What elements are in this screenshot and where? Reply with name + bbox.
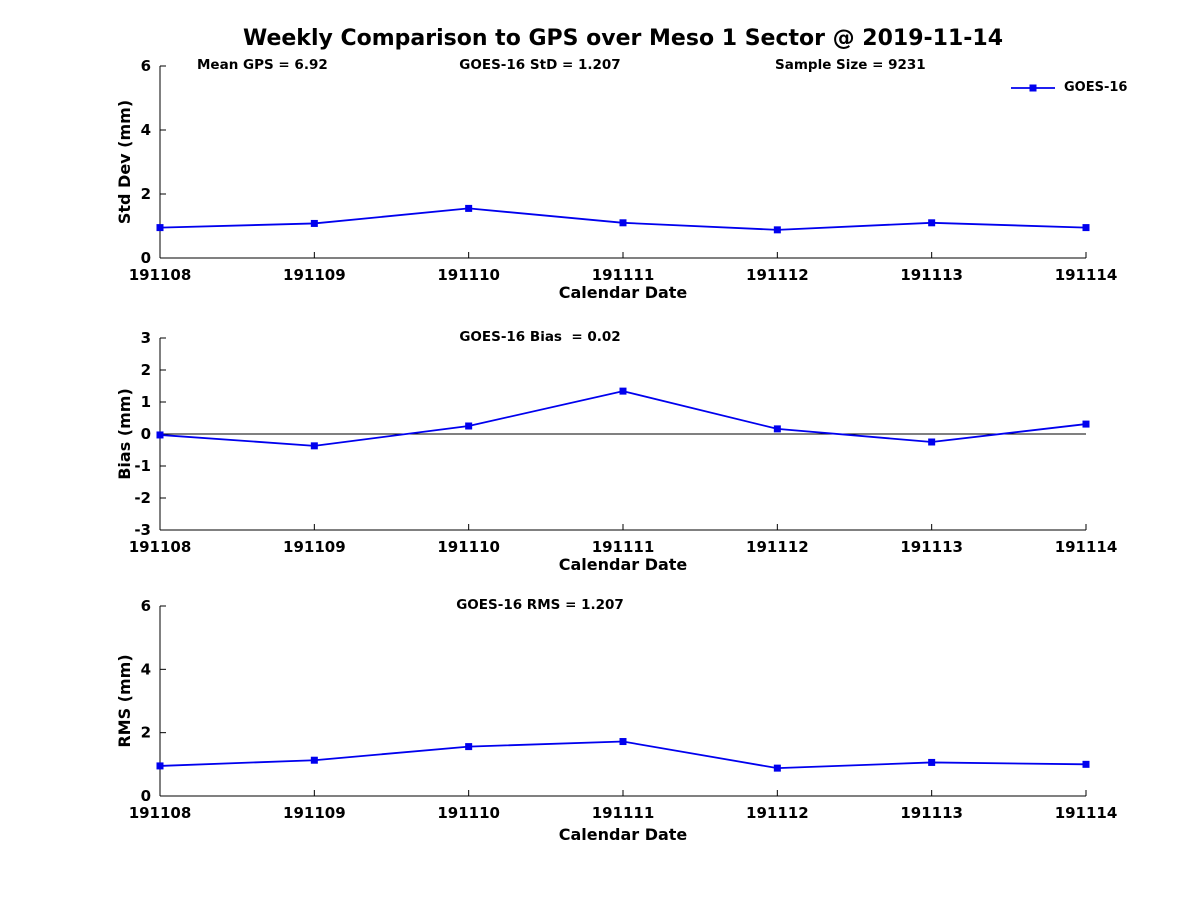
svg-text:191113: 191113 xyxy=(900,804,963,822)
svg-text:191109: 191109 xyxy=(283,538,346,556)
stat-goes16-std: GOES-16 StD = 1.207 xyxy=(459,57,621,73)
svg-text:3: 3 xyxy=(141,329,151,347)
svg-text:0: 0 xyxy=(141,425,151,443)
svg-text:191111: 191111 xyxy=(592,804,655,822)
stddev-x-axis-label: Calendar Date xyxy=(558,283,688,302)
subplot-1: 191108 191109 191110 191111 191112 191113 1911… xyxy=(129,329,1118,556)
svg-text:191110: 191110 xyxy=(437,266,500,284)
stat-goes16-bias: GOES-16 Bias = 0.02 xyxy=(459,329,621,345)
svg-text:-3: -3 xyxy=(134,521,151,539)
svg-text:191113: 191113 xyxy=(900,538,963,556)
subplot-0: 191108 191109 191110 191111 191112 191113 1911… xyxy=(129,57,1118,284)
svg-text:191114: 191114 xyxy=(1055,266,1118,284)
svg-text:191114: 191114 xyxy=(1055,538,1118,556)
stat-goes16-rms: GOES-16 RMS = 1.207 xyxy=(456,597,624,613)
svg-text:2: 2 xyxy=(141,724,151,742)
svg-text:191110: 191110 xyxy=(437,538,500,556)
stat-mean-gps: Mean GPS = 6.92 xyxy=(197,57,328,73)
bias-y-axis-label: Bias (mm) xyxy=(115,388,134,480)
svg-text:191109: 191109 xyxy=(283,804,346,822)
legend-line-sample xyxy=(1011,84,1055,91)
svg-text:6: 6 xyxy=(141,597,151,615)
svg-text:4: 4 xyxy=(141,121,151,139)
subplot-2: 191108 191109 191110 191111 191112 191113 1911… xyxy=(129,597,1118,822)
rms-x-axis-label: Calendar Date xyxy=(558,825,688,844)
svg-text:2: 2 xyxy=(141,185,151,203)
legend-label: GOES-16 xyxy=(1064,80,1128,95)
svg-text:191112: 191112 xyxy=(746,266,809,284)
svg-text:191108: 191108 xyxy=(129,266,192,284)
svg-text:191109: 191109 xyxy=(283,266,346,284)
svg-text:191108: 191108 xyxy=(129,804,192,822)
svg-text:191108: 191108 xyxy=(129,538,192,556)
bias-x-axis-label: Calendar Date xyxy=(558,555,688,574)
svg-text:191111: 191111 xyxy=(592,538,655,556)
svg-text:191112: 191112 xyxy=(746,804,809,822)
svg-text:191110: 191110 xyxy=(437,804,500,822)
svg-text:4: 4 xyxy=(141,660,151,678)
svg-text:191111: 191111 xyxy=(592,266,655,284)
svg-text:191112: 191112 xyxy=(746,538,809,556)
svg-text:2: 2 xyxy=(141,361,151,379)
stat-sample-size: Sample Size = 9231 xyxy=(775,57,926,73)
svg-text:191113: 191113 xyxy=(900,266,963,284)
svg-text:0: 0 xyxy=(141,787,151,805)
svg-text:6: 6 xyxy=(141,57,151,75)
svg-text:191114: 191114 xyxy=(1055,804,1118,822)
svg-text:0: 0 xyxy=(141,249,151,267)
svg-text:-1: -1 xyxy=(134,457,151,475)
svg-text:1: 1 xyxy=(141,393,151,411)
figure-title: Weekly Comparison to GPS over Meso 1 Sec… xyxy=(242,26,1004,51)
rms-y-axis-label: RMS (mm) xyxy=(115,654,134,748)
svg-text:-2: -2 xyxy=(134,489,151,507)
legend: GOES-16 xyxy=(1005,78,1132,97)
stddev-y-axis-label: Std Dev (mm) xyxy=(115,99,134,225)
